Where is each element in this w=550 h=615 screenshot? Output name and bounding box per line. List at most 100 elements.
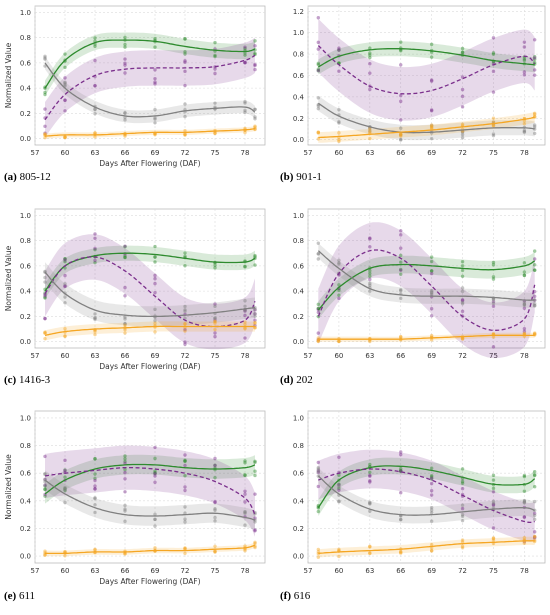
scatter-point-purple (213, 500, 217, 505)
scatter-point-green (460, 481, 465, 485)
scatter-point-green (213, 40, 217, 45)
scatter-point-green (491, 52, 496, 56)
scatter-point-orange (491, 335, 496, 339)
scatter-point-green (532, 268, 537, 272)
scatter-point-green (337, 473, 341, 477)
scatter-point-gray (123, 322, 127, 326)
x-axis-label: Days After Flowering (DAF) (99, 577, 200, 586)
x-tick-label: 63 (365, 352, 374, 360)
scatter-point-green (491, 478, 496, 482)
scatter-point-gray (213, 316, 217, 320)
scatter-point-green (522, 57, 527, 61)
scatter-point-orange (337, 547, 341, 552)
scatter-point-purple (93, 58, 97, 63)
scatter-point-green (183, 254, 187, 259)
scatter-point-gray (316, 252, 321, 256)
scatter-point-green (368, 55, 372, 60)
scatter-point-gray (63, 500, 67, 505)
scatter-point-orange (491, 332, 496, 336)
scatter-point-green (183, 37, 187, 41)
scatter-point-purple (43, 124, 47, 129)
scatter-point-purple (253, 63, 257, 68)
scatter-point-gray (429, 292, 434, 297)
scatter-point-gray (532, 499, 537, 504)
scatter-point-gray (93, 496, 97, 500)
scatter-point-purple (93, 478, 97, 483)
scatter-point-purple (532, 38, 537, 42)
scatter-point-orange (243, 322, 247, 327)
y-tick-label: 1.0 (293, 212, 304, 220)
scatter-point-orange (399, 133, 403, 137)
scatter-point-gray (337, 107, 341, 112)
scatter-point-green (368, 274, 372, 279)
scatter-point-purple (316, 331, 321, 335)
scatter-point-gray (429, 505, 434, 510)
confidence-band-purple (318, 18, 535, 121)
scatter-point-gray (93, 107, 97, 112)
scatter-point-green (213, 263, 217, 267)
scatter-point-orange (522, 331, 527, 335)
confidence-band-purple (318, 222, 535, 359)
scatter-point-orange (213, 550, 217, 554)
series-line-orange (44, 127, 255, 137)
scatter-point-green (522, 474, 527, 479)
scatter-point-green (316, 67, 321, 71)
scatter-point-gray (123, 503, 127, 508)
scatter-point-purple (532, 535, 537, 539)
scatter-point-gray (93, 312, 97, 316)
scatter-point-purple (491, 502, 496, 507)
scatter-point-green (213, 53, 217, 58)
scatter-point-orange (253, 320, 257, 325)
scatter-point-gray (532, 303, 537, 308)
x-tick-label: 72 (181, 567, 190, 575)
panel-label: (d) (280, 374, 294, 386)
chart-panel: 0.0 0.2 0.4 0.6 0.8 1.0 57 60 63 66 69 72 75 78 (293, 208, 546, 360)
scatter-point-purple (316, 468, 321, 473)
scatter-point-gray (316, 257, 321, 261)
scatter-point-orange (63, 135, 67, 140)
scatter-point-green (532, 57, 537, 62)
scatter-point-orange (316, 555, 321, 559)
scatter-point-purple (123, 294, 127, 298)
scatter-point-gray (93, 317, 97, 322)
scatter-point-gray (213, 101, 217, 105)
x-axis-label: Days After Flowering (DAF) (99, 362, 200, 371)
scatter-point-purple (123, 490, 127, 494)
scatter-point-purple (123, 461, 127, 465)
scatter-point-purple (491, 90, 496, 94)
scatter-point-orange (429, 125, 434, 130)
scatter-point-gray (183, 505, 187, 509)
scatter-point-orange (93, 548, 97, 552)
scatter-point-gray (243, 509, 247, 514)
scatter-point-green (491, 486, 496, 491)
scatter-point-purple (243, 313, 247, 318)
y-tick-label: 0.6 (20, 470, 32, 478)
scatter-point-purple (93, 487, 97, 491)
scatter-point-gray (429, 123, 434, 128)
scatter-point-green (153, 36, 157, 41)
scatter-point-orange (63, 135, 67, 139)
scatter-point-green (460, 479, 465, 484)
scatter-point-orange (368, 136, 372, 141)
scatter-point-purple (522, 329, 527, 334)
y-tick-label: 0.4 (20, 288, 32, 296)
scatter-point-gray (491, 501, 496, 505)
scatter-point-purple (460, 486, 465, 491)
scatter-point-green (429, 42, 434, 47)
scatter-point-orange (491, 123, 496, 128)
scatter-point-orange (43, 336, 47, 341)
scatter-point-green (368, 51, 372, 55)
scatter-point-gray (43, 57, 47, 61)
scatter-point-green (153, 260, 157, 264)
scatter-point-purple (522, 515, 527, 519)
scatter-point-orange (399, 550, 403, 555)
scatter-point-orange (399, 551, 403, 555)
y-tick-label: 0.0 (20, 338, 31, 346)
scatter-point-purple (532, 511, 537, 516)
panel-caption: (c) 1416-3 (4, 374, 50, 386)
scatter-point-orange (399, 550, 403, 554)
scatter-point-green (368, 470, 372, 475)
scatter-point-green (491, 263, 496, 267)
scatter-point-purple (522, 326, 527, 331)
scatter-point-purple (183, 485, 187, 489)
